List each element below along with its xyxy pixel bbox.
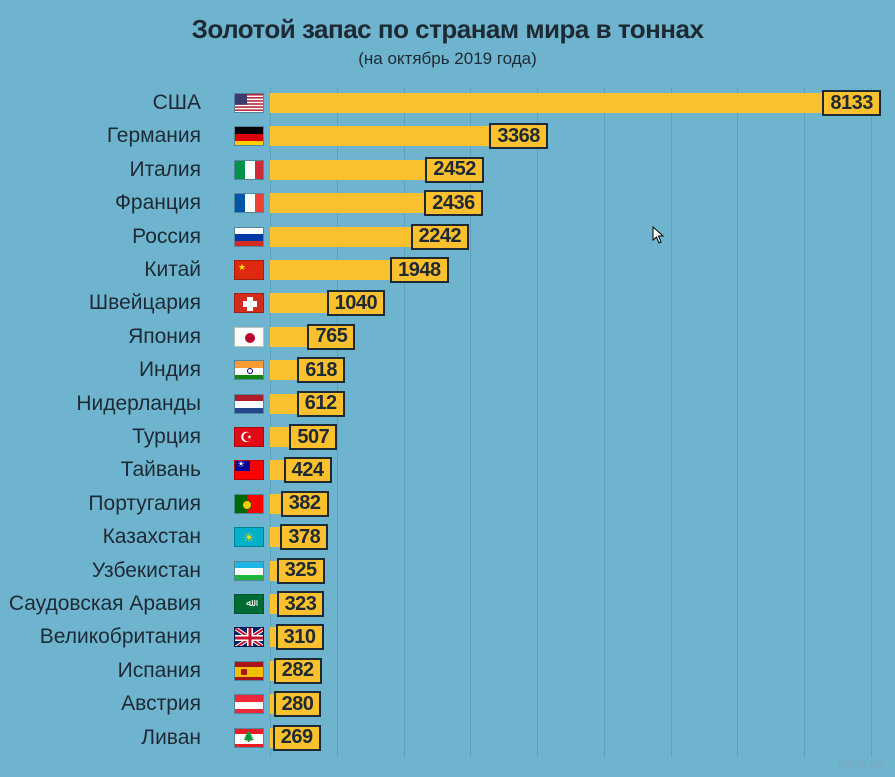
flag-icon (234, 627, 264, 647)
country-label: Швейцария (89, 291, 201, 315)
country-row: Турция ☪ 507 (0, 422, 871, 452)
country-row: Франция 2436 (0, 188, 871, 218)
value-label: 1040 (327, 290, 386, 316)
country-label: Португалия (88, 492, 201, 516)
value-label: 325 (277, 558, 325, 584)
country-label: Нидерланды (76, 392, 201, 416)
flag-icon: ☪ (234, 427, 264, 447)
flag-icon (234, 126, 264, 146)
value-label: 1948 (390, 257, 449, 283)
country-row: Нидерланды 612 (0, 389, 871, 419)
country-row: Казахстан ☀ 378 (0, 522, 871, 552)
country-label: Россия (132, 225, 201, 249)
mouse-cursor-icon (651, 226, 667, 246)
gold-bar (270, 93, 838, 113)
flag-icon (234, 561, 264, 581)
value-label: 323 (277, 591, 325, 617)
value-label: 378 (280, 524, 328, 550)
gold-bar (270, 193, 440, 213)
country-label: Узбекистан (92, 559, 201, 583)
value-label: 612 (297, 391, 345, 417)
country-row: США8133 (0, 88, 871, 118)
country-label: Италия (129, 158, 201, 182)
chart-subtitle: (на октябрь 2019 года) (0, 49, 895, 69)
gold-bar (270, 227, 427, 247)
country-label: Австрия (121, 692, 201, 716)
country-label: Франция (115, 191, 201, 215)
country-label: Казахстан (103, 525, 201, 549)
flag-icon (234, 160, 264, 180)
flag-icon (234, 394, 264, 414)
flag-icon: ★ (234, 260, 264, 280)
country-label: Турция (132, 425, 201, 449)
flag-icon: 🌲 (234, 728, 264, 748)
country-label: Саудовская Аравия (9, 592, 201, 616)
country-label: Великобритания (40, 625, 201, 649)
flag-icon (234, 661, 264, 681)
country-row: Швейцария 1040 (0, 288, 871, 318)
country-row: Ливан 🌲 269 (0, 723, 871, 753)
value-label: 2452 (425, 157, 484, 183)
country-row: Саудовская Аравия ﷲ 323 (0, 589, 871, 619)
value-label: 618 (297, 357, 345, 383)
country-label: Китай (144, 258, 201, 282)
value-label: 382 (281, 491, 329, 517)
flag-icon (234, 694, 264, 714)
flag-icon (234, 227, 264, 247)
value-label: 507 (289, 424, 337, 450)
value-label: 2436 (424, 190, 483, 216)
gold-bar (270, 126, 505, 146)
country-row: Великобритания 310 (0, 622, 871, 652)
flag-icon: ☀ (234, 527, 264, 547)
country-row: Тайвань ☀ 424 (0, 455, 871, 485)
value-label: 424 (284, 457, 332, 483)
flag-icon (234, 494, 264, 514)
plot-area: США8133Германия3368Италия2452Франция2436… (0, 88, 895, 757)
value-label: 2242 (411, 224, 470, 250)
country-row: Узбекистан 325 (0, 556, 871, 586)
bar-rows: США8133 Германия 3368 Италия 2452 Франция 2436… (0, 88, 871, 757)
country-label: Индия (139, 358, 201, 382)
country-row: Италия 2452 (0, 155, 871, 185)
flag-icon: ☀ (234, 460, 264, 480)
gold-bar (270, 260, 406, 280)
gold-reserves-chart: Золотой запас по странам мира в тоннах (… (0, 0, 895, 777)
flag-icon (234, 327, 264, 347)
country-row: Германия 3368 (0, 121, 871, 151)
country-label: Ливан (141, 726, 201, 750)
grid-line (871, 88, 872, 757)
value-label: 3368 (489, 123, 548, 149)
country-row: Испания 282 (0, 656, 871, 686)
country-row: Китай ★ 1948 (0, 255, 871, 285)
country-label: Япония (128, 325, 201, 349)
flag-icon (234, 193, 264, 213)
flag-icon (234, 293, 264, 313)
value-label: 280 (274, 691, 322, 717)
country-label: Тайвань (121, 458, 201, 482)
chart-title: Золотой запас по странам мира в тоннах (0, 14, 895, 45)
flag-icon: ﷲ (234, 594, 264, 614)
gold-bar (270, 160, 441, 180)
country-label: Германия (107, 124, 201, 148)
country-row: Индия 618 (0, 355, 871, 385)
flag-icon (234, 360, 264, 380)
value-label: 765 (307, 324, 355, 350)
flag-icon (234, 93, 264, 113)
value-label: 282 (274, 658, 322, 684)
country-label: Испания (118, 659, 201, 683)
value-label: 269 (273, 725, 321, 751)
country-row: Австрия 280 (0, 689, 871, 719)
country-row: Россия 2242 (0, 222, 871, 252)
country-row: Португалия 382 (0, 489, 871, 519)
value-label: 8133 (822, 90, 881, 116)
watermark: Fishki.net (838, 759, 885, 771)
country-row: Япония 765 (0, 322, 871, 352)
value-label: 310 (276, 624, 324, 650)
country-label: США (153, 91, 201, 115)
